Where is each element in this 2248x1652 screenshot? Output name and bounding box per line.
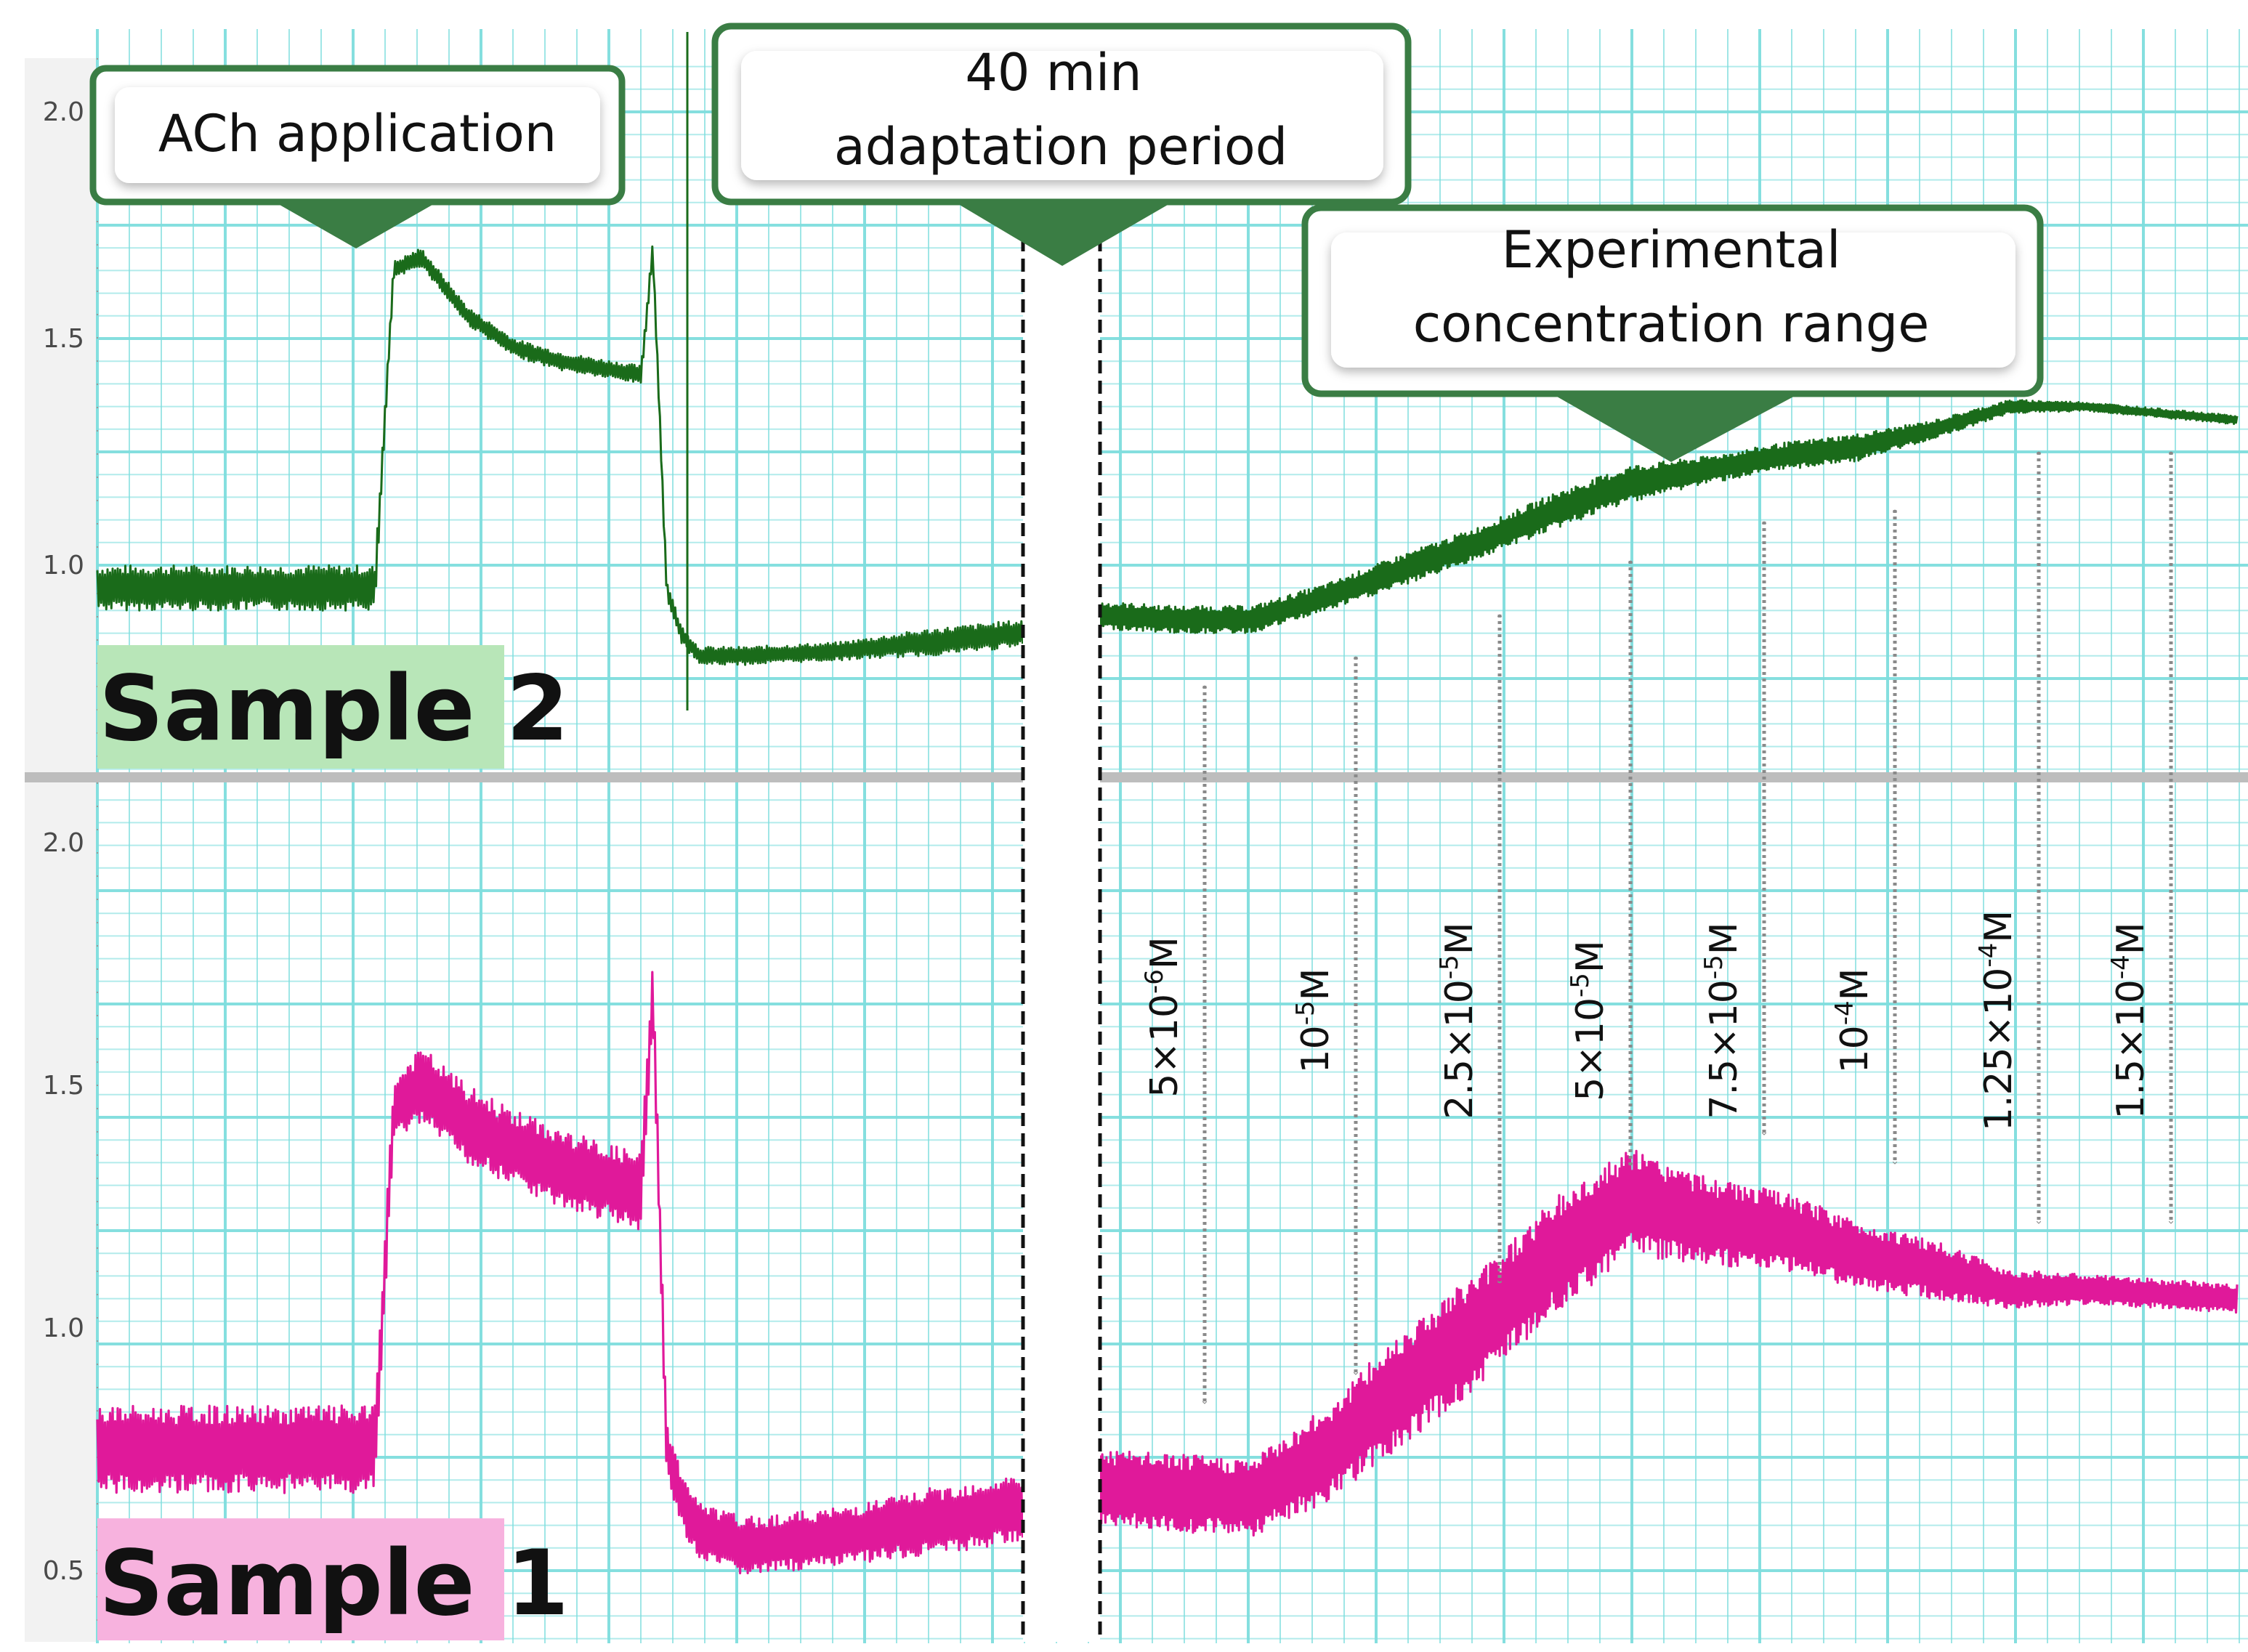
series-line-sample-1-segment-2	[1099, 1149, 2239, 1537]
callout-label-adaptation-line2: adaptation period	[834, 117, 1287, 177]
callout-pointer	[955, 202, 1173, 266]
y-tick-label: 1.0	[43, 1313, 84, 1343]
traces	[96, 32, 2239, 1575]
y-axis-strip	[25, 58, 97, 1642]
y-tick-label: 1.0	[43, 551, 84, 580]
concentration-label: 7.5×10-5M	[1699, 922, 1746, 1119]
concentration-label: 5×10-6M	[1140, 936, 1186, 1098]
y-tick-label: 1.5	[43, 1071, 84, 1101]
y-tick-label: 1.5	[43, 324, 84, 354]
callout-label-experimental-line2: concentration range	[1413, 294, 1930, 354]
callout-adaptation: 40 min adaptation period	[711, 23, 1412, 266]
panel-divider	[25, 772, 2248, 782]
callout-label-ach: ACh application	[158, 104, 557, 163]
callout-pointer	[1552, 394, 1799, 462]
series-line-sample-2-segment-2	[1099, 399, 2239, 634]
sample-1-label-background	[97, 1518, 504, 1640]
series-line-sample-2-segment-1	[96, 245, 1024, 666]
sample-2-label: Sample 2	[97, 645, 569, 769]
series-line-sample-1-segment-1	[96, 971, 1024, 1575]
sample-2-label-background	[97, 645, 504, 769]
concentration-label: 2.5×10-5M	[1435, 922, 1481, 1119]
callout-pointer	[275, 202, 437, 248]
y-tick-label: 2.0	[43, 97, 84, 127]
concentration-label: 1.25×10-4M	[1974, 910, 2021, 1131]
sample-1-label-text: Sample 1	[99, 1531, 569, 1636]
adaptation-gap	[1023, 218, 1100, 1642]
y-axis-sample-1: 0.5 1.0 1.5 2.0	[43, 782, 98, 1635]
callout-label-experimental-line1: Experimental	[1502, 220, 1841, 280]
concentration-label: 5×10-5M	[1566, 940, 1612, 1101]
concentration-label: 10-4M	[1830, 968, 1877, 1074]
callout-experimental: Experimental concentration range	[1301, 204, 2044, 462]
sample-1-label: Sample 1	[97, 1518, 569, 1640]
y-axis-sample-2: 1.0 1.5 2.0	[43, 58, 98, 772]
y-tick-label: 2.0	[43, 828, 84, 858]
callout-label-adaptation-line1: 40 min	[965, 43, 1141, 102]
y-tick-label: 0.5	[43, 1556, 84, 1586]
sample-2-label-text: Sample 2	[99, 657, 569, 761]
concentration-label: 1.5×10-4M	[2106, 922, 2153, 1119]
callout-ach: ACh application	[89, 65, 626, 248]
concentration-arrows: 5×10-6M 10-5M 2.5×10-5M 5×10-5M 7.5×10-5M 10-…	[1140, 451, 2174, 1404]
concentration-label: 10-5M	[1291, 968, 1338, 1074]
